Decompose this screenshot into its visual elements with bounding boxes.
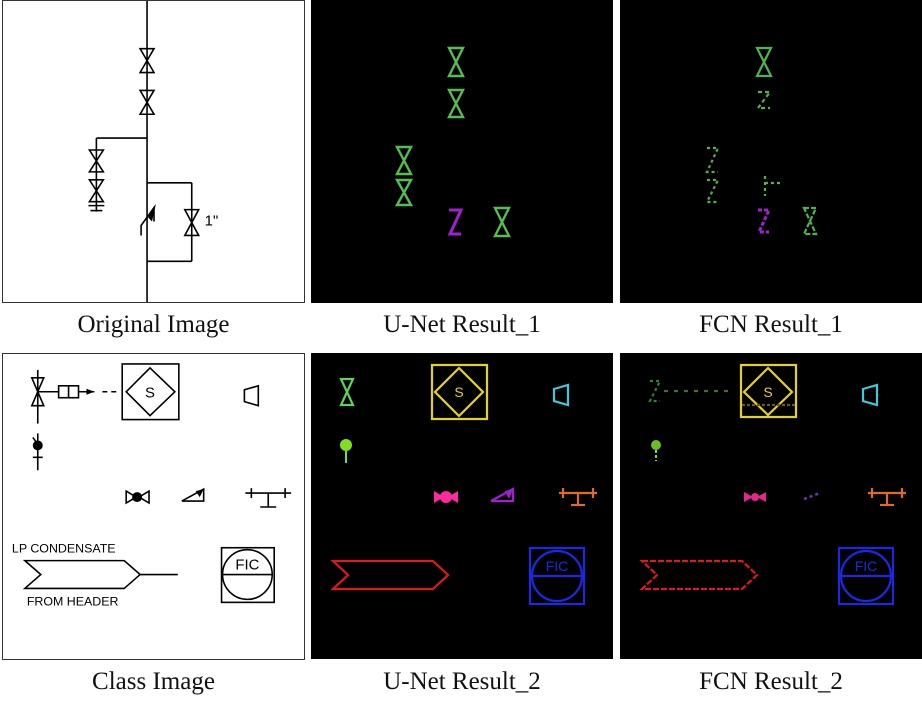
gate-valve-mask bbox=[394, 178, 414, 207]
fic-label: FIC bbox=[855, 558, 878, 574]
unet-result-1-segmentation bbox=[394, 46, 511, 238]
check-valve-mask bbox=[490, 487, 515, 503]
gate-valve-mask bbox=[339, 377, 355, 407]
pipe-size-label: 1" bbox=[205, 214, 219, 230]
ball-valve-mask bbox=[434, 491, 458, 503]
solenoid-letter: S bbox=[763, 384, 772, 400]
instrument-mask bbox=[528, 546, 586, 606]
gate-valve-mask bbox=[493, 206, 511, 238]
gate-valve-mask bbox=[395, 145, 413, 176]
check-valve-mask bbox=[803, 491, 821, 501]
caption-fcn-result-2: FCN Result_2 bbox=[699, 668, 843, 695]
ball-indicator-mask bbox=[651, 440, 661, 450]
gate-valve-mask bbox=[447, 46, 465, 78]
solenoid-mask bbox=[739, 363, 798, 419]
solenoid-mask bbox=[430, 363, 489, 421]
reducer-mask bbox=[861, 383, 879, 407]
ball-valve-mask bbox=[744, 492, 766, 502]
gate-valve-mask bbox=[447, 88, 465, 119]
caption-original-image: Original Image bbox=[77, 311, 230, 338]
fcn-result-2-segmentation: S FIC bbox=[639, 363, 906, 606]
solenoid-letter: S bbox=[454, 384, 463, 400]
original-piping-diagram: 1" bbox=[87, 1, 219, 302]
ball-indicator-mask bbox=[340, 439, 352, 451]
gate-valve-mask bbox=[705, 146, 720, 174]
caption-unet-result-1: U-Net Result_1 bbox=[383, 311, 541, 338]
original-image-panel: 1" bbox=[2, 0, 305, 303]
off-page-connector-mask bbox=[639, 559, 759, 591]
solenoid-letter: S bbox=[145, 386, 155, 402]
caption-class-image: Class Image bbox=[92, 668, 215, 695]
fic-label: FIC bbox=[546, 558, 569, 574]
gate-valve-mask bbox=[648, 379, 662, 403]
gate-valve-mask bbox=[802, 206, 818, 236]
fcn-result-2-panel: S FIC bbox=[620, 353, 922, 659]
tee-mask bbox=[868, 488, 906, 507]
off-page-connector-mask bbox=[330, 559, 450, 591]
check-valve-mask bbox=[756, 208, 772, 234]
fcn-result-1-panel bbox=[620, 0, 922, 303]
unet-result-2-segmentation: S FIC bbox=[330, 363, 597, 606]
reducer-mask bbox=[552, 383, 570, 407]
check-valve-mask bbox=[447, 208, 464, 236]
class-symbol-legend: S LP CONDENSATE FROM HEADER FIC bbox=[12, 363, 292, 608]
unet-result-2-panel: S FIC bbox=[311, 353, 613, 659]
lp-condensate-label: LP CONDENSATE bbox=[12, 542, 116, 556]
gate-valve-mask bbox=[755, 46, 773, 78]
gate-valve-mask bbox=[705, 178, 720, 204]
fcn-result-1-segmentation bbox=[705, 46, 818, 236]
class-image-panel: S LP CONDENSATE FROM HEADER FIC bbox=[2, 353, 305, 660]
from-header-label: FROM HEADER bbox=[27, 594, 119, 608]
tee-mask bbox=[559, 488, 597, 507]
caption-unet-result-2: U-Net Result_2 bbox=[383, 668, 541, 695]
caption-fcn-result-1: FCN Result_1 bbox=[699, 311, 843, 338]
instrument-mask bbox=[837, 546, 895, 606]
unet-result-1-panel bbox=[311, 0, 613, 303]
gate-valve-mask bbox=[755, 90, 773, 110]
fic-label: FIC bbox=[235, 558, 259, 574]
